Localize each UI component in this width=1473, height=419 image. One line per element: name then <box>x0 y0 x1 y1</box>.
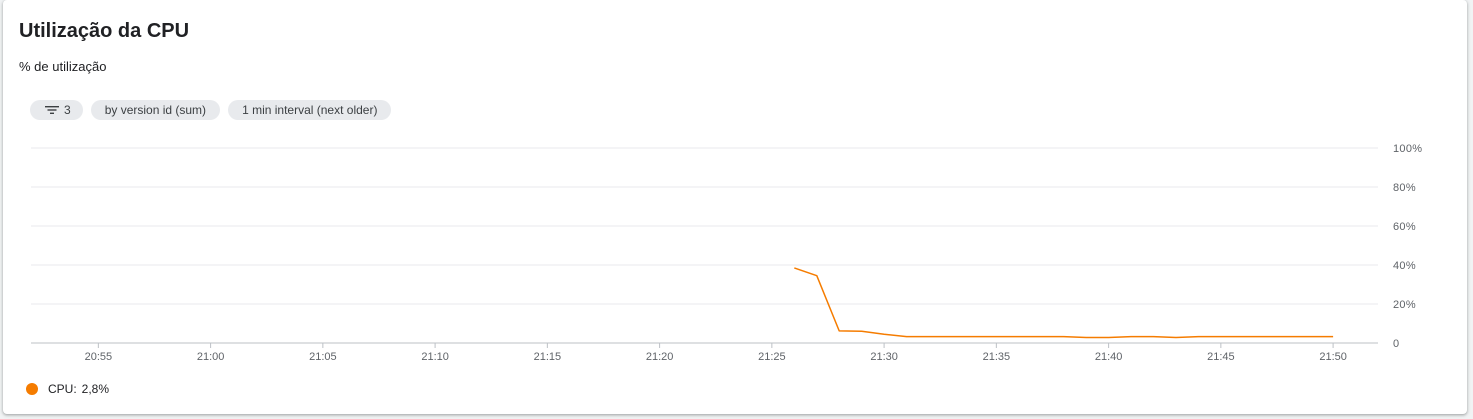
chart-controls: 3 by version id (sum) 1 min interval (ne… <box>30 100 392 120</box>
x-tick-label: 21:45 <box>1207 351 1235 363</box>
x-tick-label: 21:25 <box>758 351 786 363</box>
x-tick-label: 21:20 <box>646 351 674 363</box>
y-tick-label: 0 <box>1393 338 1399 350</box>
chart-title: Utilização da CPU <box>19 20 190 42</box>
y-tick-label: 60% <box>1393 221 1416 233</box>
series-line-cpu <box>794 267 1334 339</box>
cpu-line-chart[interactable]: 100% 80% 60% 40% 20% 0 20:55 21:00 21:05 21:10 21:… <box>3 130 1467 375</box>
filter-count: 3 <box>64 103 71 117</box>
x-tick-label: 21:40 <box>1095 351 1123 363</box>
legend-value: 2,8% <box>81 382 110 396</box>
filter-chip[interactable]: 3 <box>30 100 83 120</box>
interval-chip[interactable]: 1 min interval (next older) <box>228 100 392 120</box>
x-tick-label: 21:00 <box>197 351 225 363</box>
filter-icon <box>44 104 60 116</box>
cpu-utilization-card: Utilização da CPU % de utilização 3 by v… <box>3 0 1467 414</box>
x-tick-label: 21:15 <box>534 351 562 363</box>
x-tick-label: 20:55 <box>85 351 113 363</box>
x-tick-label: 21:35 <box>983 351 1011 363</box>
x-tick-label: 21:10 <box>421 351 449 363</box>
x-tick-label: 21:05 <box>309 351 337 363</box>
legend-label: CPU: <box>48 382 77 396</box>
y-tick-label: 40% <box>1393 260 1416 272</box>
y-tick-label: 20% <box>1393 299 1416 311</box>
x-tick-label: 21:30 <box>870 351 898 363</box>
x-tick-label: 21:50 <box>1319 351 1347 363</box>
group-by-chip[interactable]: by version id (sum) <box>90 100 221 120</box>
y-tick-label: 80% <box>1393 182 1416 194</box>
legend-swatch <box>26 383 38 395</box>
chart-legend[interactable]: CPU: 2,8% <box>26 382 109 396</box>
y-tick-label: 100% <box>1393 143 1422 155</box>
chart-subtitle: % de utilização <box>19 59 107 74</box>
